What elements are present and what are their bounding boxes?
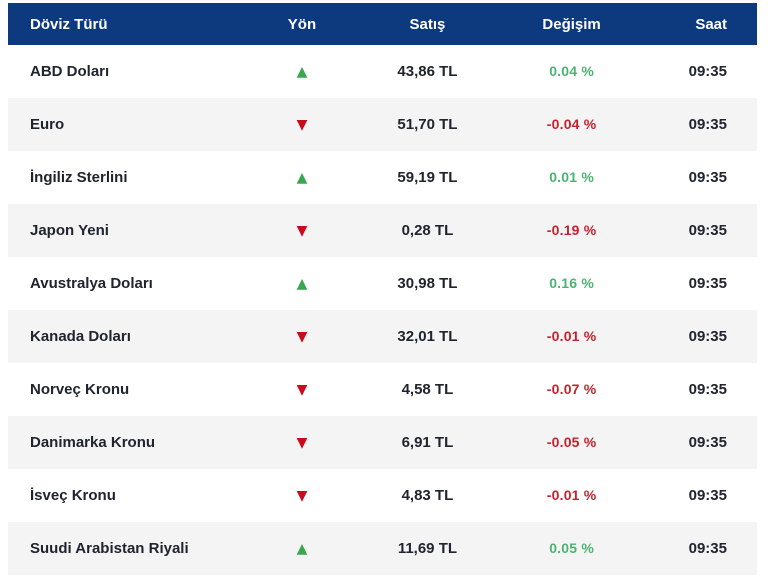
table-row[interactable]: Danimarka Kronu ▼ 6,91 TL -0.05 % 09:35 — [8, 416, 757, 469]
change-percent: -0.05 % — [546, 434, 597, 450]
time: 09:35 — [688, 116, 727, 133]
change-percent: -0.07 % — [546, 381, 597, 397]
change-percent: 0.05 % — [549, 540, 594, 556]
time: 09:35 — [688, 487, 727, 504]
table-row[interactable]: Avustralya Doları ▲ 30,98 TL 0.16 % 09:3… — [8, 257, 757, 310]
table-header-row: Döviz Türü Yön Satış Değişim Saat — [8, 3, 757, 45]
change-percent: 0.04 % — [549, 63, 594, 79]
currency-name: Norveç Kronu — [30, 381, 130, 398]
time: 09:35 — [688, 540, 727, 557]
time: 09:35 — [688, 222, 727, 239]
arrow-up-icon: ▲ — [296, 541, 308, 557]
change-percent: -0.01 % — [546, 328, 597, 344]
table-row[interactable]: İngiliz Sterlini ▲ 59,19 TL 0.01 % 09:35 — [8, 151, 757, 204]
arrow-up-icon: ▲ — [296, 276, 308, 292]
header-direction: Yön — [287, 15, 317, 33]
currency-name: İngiliz Sterlini — [30, 169, 128, 186]
change-percent: -0.01 % — [546, 487, 597, 503]
currency-name: Japon Yeni — [30, 222, 109, 239]
arrow-down-icon: ▼ — [296, 329, 308, 345]
currency-name: ABD Doları — [30, 63, 110, 80]
arrow-up-icon: ▲ — [296, 64, 308, 80]
header-change: Değişim — [542, 15, 601, 33]
time: 09:35 — [688, 275, 727, 292]
header-sell-price: Satış — [409, 15, 446, 33]
sell-price: 59,19 TL — [397, 169, 458, 186]
time: 09:35 — [688, 169, 727, 186]
currency-name: İsveç Kronu — [30, 487, 116, 504]
sell-price: 4,58 TL — [401, 381, 454, 398]
header-currency-type: Döviz Türü — [30, 15, 108, 33]
table-row[interactable]: Suudi Arabistan Riyali ▲ 11,69 TL 0.05 %… — [8, 522, 757, 575]
time: 09:35 — [688, 63, 727, 80]
currency-name: Avustralya Doları — [30, 275, 153, 292]
header-time: Saat — [695, 15, 727, 33]
sell-price: 4,83 TL — [401, 487, 454, 504]
table-row[interactable]: Euro ▼ 51,70 TL -0.04 % 09:35 — [8, 98, 757, 151]
time: 09:35 — [688, 381, 727, 398]
table-body: ABD Doları ▲ 43,86 TL 0.04 % 09:35 Euro … — [8, 45, 757, 575]
arrow-up-icon: ▲ — [296, 170, 308, 186]
table-row[interactable]: İsveç Kronu ▼ 4,83 TL -0.01 % 09:35 — [8, 469, 757, 522]
sell-price: 32,01 TL — [397, 328, 458, 345]
arrow-down-icon: ▼ — [296, 223, 308, 239]
currency-rates-widget: Döviz Türü Yön Satış Değişim Saat ABD Do… — [8, 3, 757, 575]
time: 09:35 — [688, 434, 727, 451]
time: 09:35 — [688, 328, 727, 345]
currency-name: Kanada Doları — [30, 328, 131, 345]
currency-name: Danimarka Kronu — [30, 434, 156, 451]
sell-price: 43,86 TL — [397, 63, 458, 80]
arrow-down-icon: ▼ — [296, 435, 308, 451]
arrow-down-icon: ▼ — [296, 117, 308, 133]
table-row[interactable]: Norveç Kronu ▼ 4,58 TL -0.07 % 09:35 — [8, 363, 757, 416]
currency-name: Euro — [30, 116, 65, 133]
table-row[interactable]: ABD Doları ▲ 43,86 TL 0.04 % 09:35 — [8, 45, 757, 98]
sell-price: 0,28 TL — [401, 222, 454, 239]
sell-price: 51,70 TL — [397, 116, 458, 133]
change-percent: 0.16 % — [549, 275, 594, 291]
change-percent: -0.19 % — [546, 222, 597, 238]
arrow-down-icon: ▼ — [296, 488, 308, 504]
table-row[interactable]: Kanada Doları ▼ 32,01 TL -0.01 % 09:35 — [8, 310, 757, 363]
table-row[interactable]: Japon Yeni ▼ 0,28 TL -0.19 % 09:35 — [8, 204, 757, 257]
sell-price: 11,69 TL — [397, 540, 458, 557]
change-percent: -0.04 % — [546, 116, 597, 132]
sell-price: 6,91 TL — [401, 434, 454, 451]
arrow-down-icon: ▼ — [296, 382, 308, 398]
sell-price: 30,98 TL — [397, 275, 458, 292]
currency-name: Suudi Arabistan Riyali — [30, 540, 189, 557]
change-percent: 0.01 % — [549, 169, 594, 185]
